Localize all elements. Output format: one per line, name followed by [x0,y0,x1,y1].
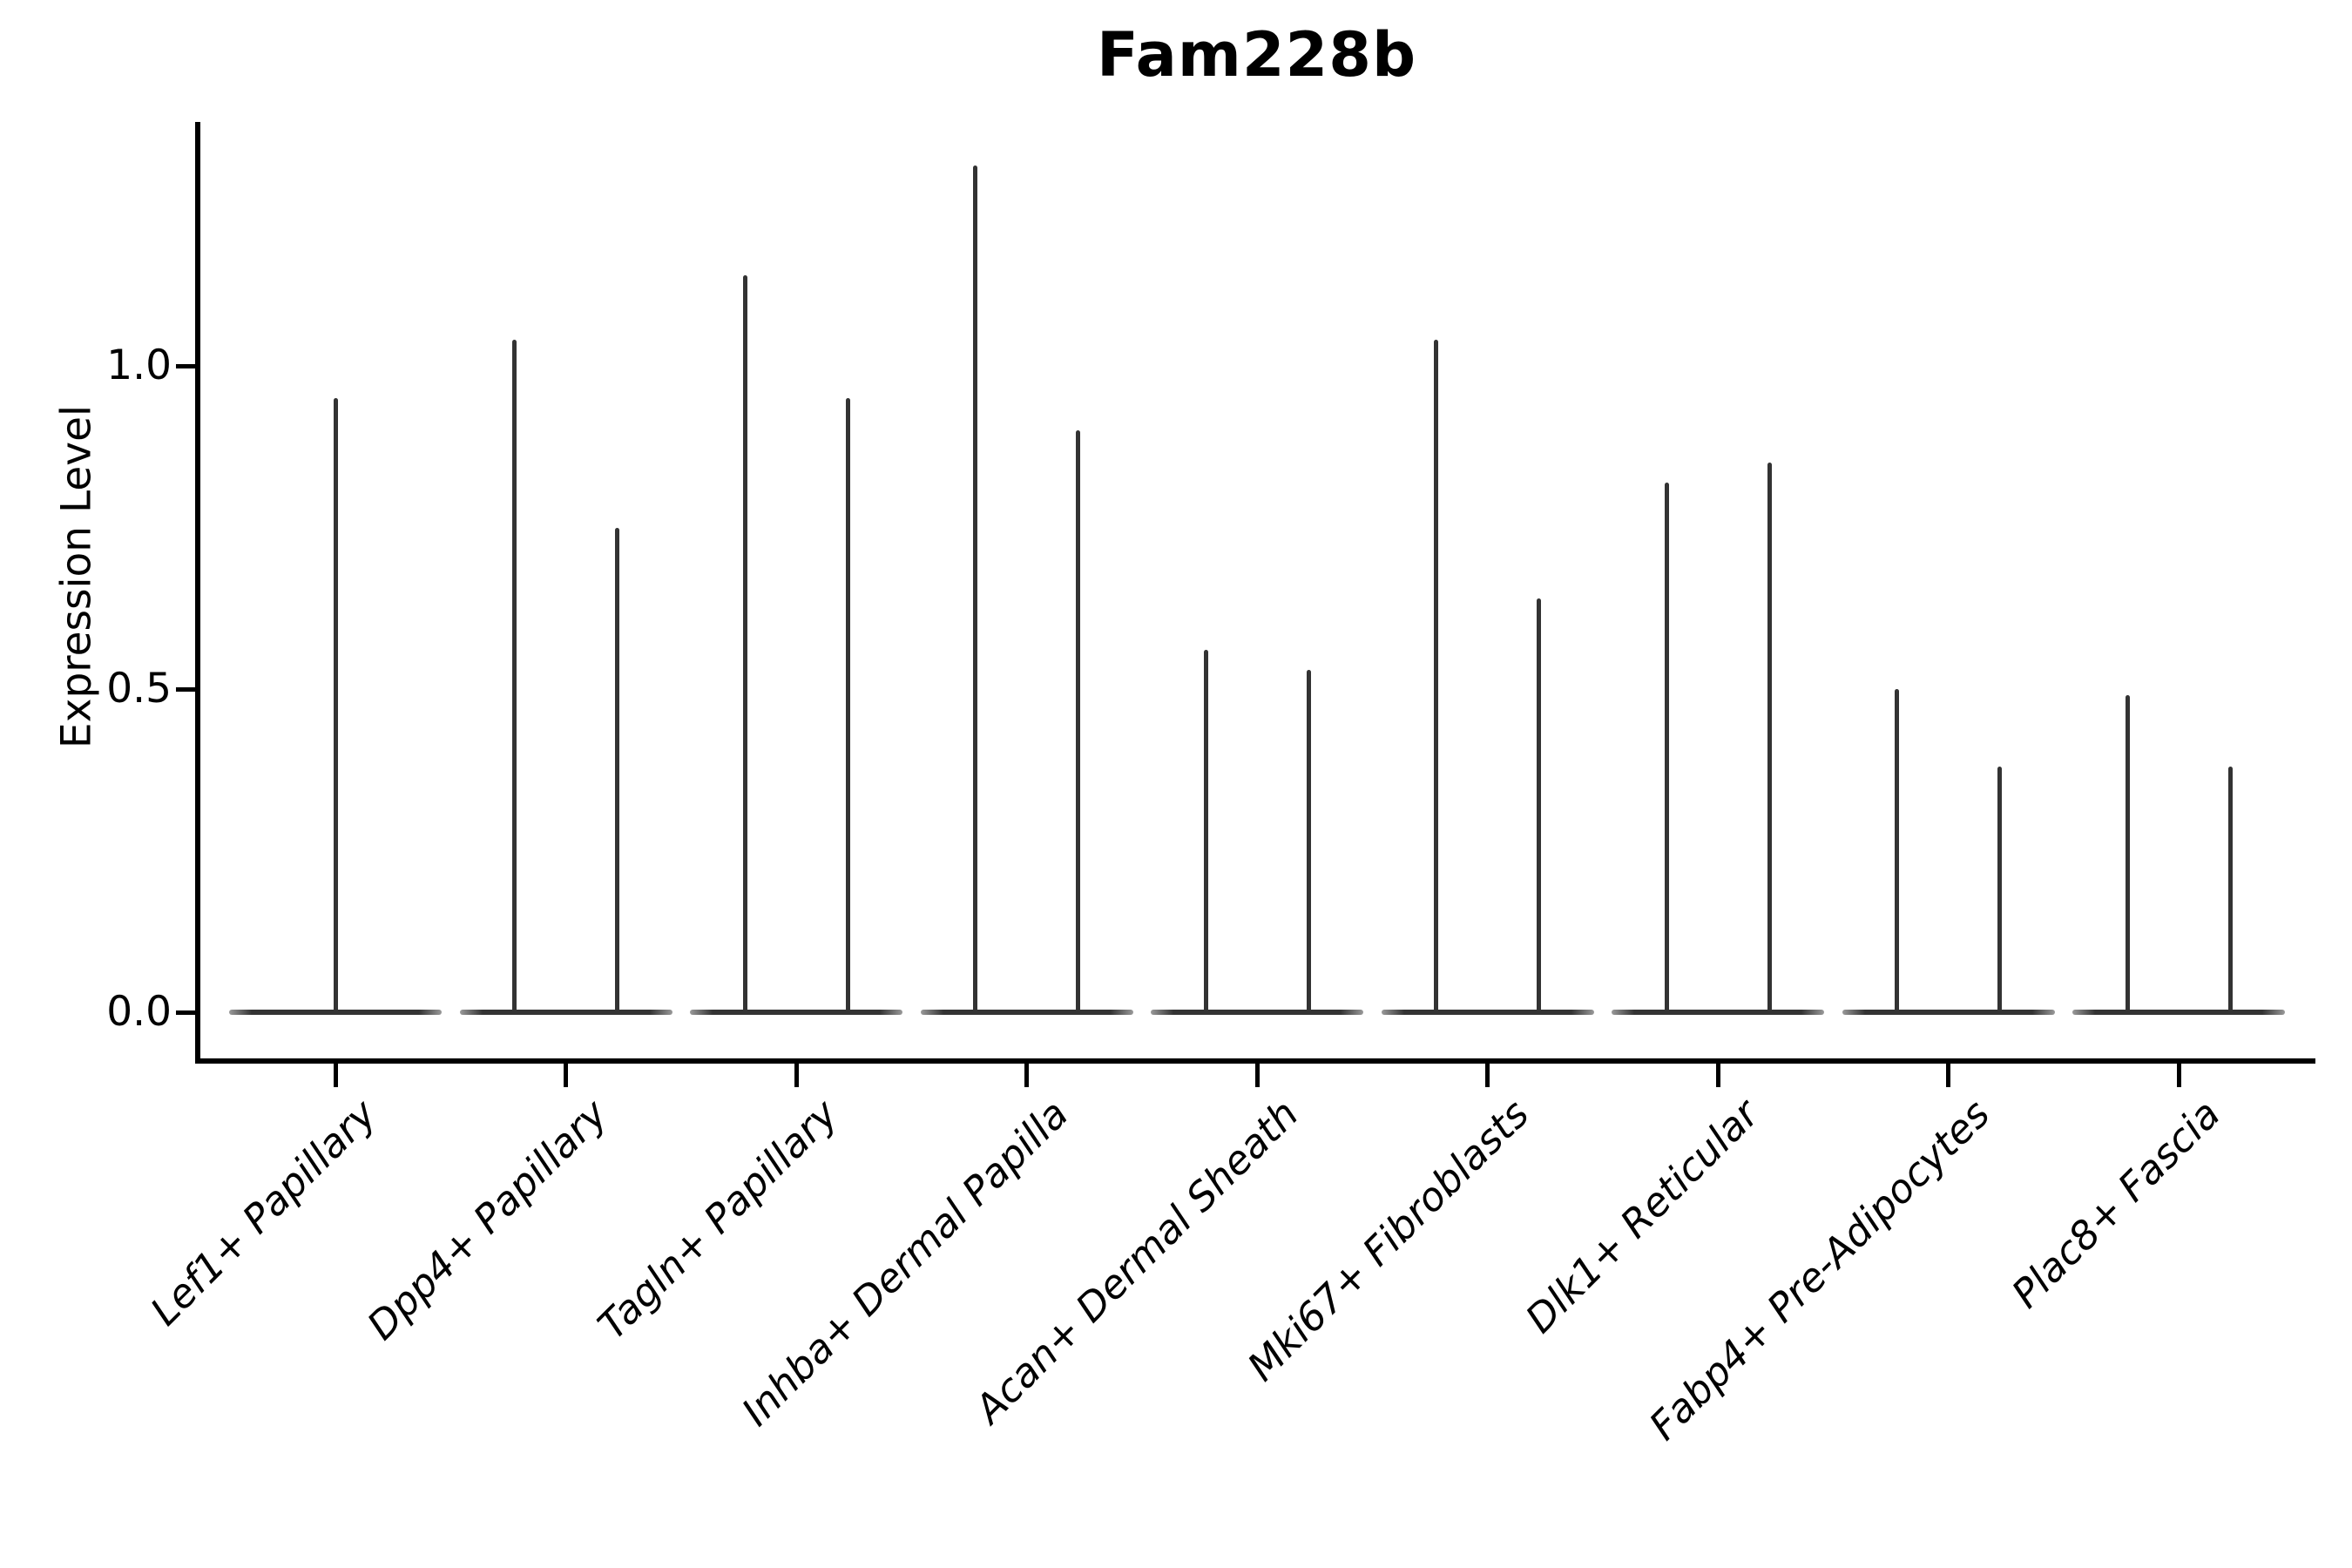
x-tick-label-text: Plac8+ Fascia [2002,1091,2229,1317]
violin-body [1151,1010,1363,1015]
violin-spike [973,165,977,1012]
chart-title: Fam228b [1096,19,1417,91]
x-tick-mark [333,1064,338,1087]
x-tick-label-text: Dpp4+ Papillary [357,1091,616,1349]
x-tick-label-text: Tagln+ Papillary [588,1091,847,1348]
violin-spike [1434,340,1438,1012]
x-tick-mark [1254,1064,1260,1087]
y-tick-mark [176,1010,195,1015]
violin-spike [1895,689,1899,1012]
violin-spike [1997,767,2002,1012]
violin-spike [1664,482,1669,1012]
violin-body [229,1010,442,1015]
violin-spike [845,398,850,1012]
violin-spike [1767,463,1772,1012]
violin-body [1612,1010,1824,1015]
y-axis-line [195,122,200,1064]
violin-spike [1076,430,1080,1012]
violin-spike [2125,695,2130,1012]
violin-spike [1306,669,1311,1012]
x-tick-mark [2176,1064,2181,1087]
x-tick-mark [1024,1064,1029,1087]
x-tick-mark [1715,1064,1720,1087]
y-tick-mark [176,686,195,692]
violin-spike [615,527,619,1012]
x-tick-mark [794,1064,799,1087]
violin-spike [2227,767,2233,1012]
violin-spike [333,398,338,1012]
y-tick-label: 0.5 [106,665,172,713]
x-tick-mark [1946,1064,1950,1087]
violin-body [2072,1010,2285,1015]
violin-spike [1537,598,1541,1012]
y-tick-label: 1.0 [106,341,172,389]
y-tick-mark [176,363,195,368]
x-tick-label-text: Dlk1+ Reticular [1517,1091,1768,1342]
violin-body [1842,1010,2055,1015]
violin-spike [1203,650,1208,1012]
x-tick-label-text: Lef1+ Papillary [141,1091,386,1335]
x-tick-mark [564,1064,568,1087]
violin-body [459,1010,672,1015]
violin-body [690,1010,902,1015]
y-tick-label: 0.0 [106,988,172,1036]
violin-spike [742,275,747,1012]
violin-body [1381,1010,1594,1015]
x-tick-mark [1485,1064,1490,1087]
violin-spike [512,340,517,1012]
violin-body [920,1010,1133,1015]
x-axis-line [195,1058,2315,1064]
